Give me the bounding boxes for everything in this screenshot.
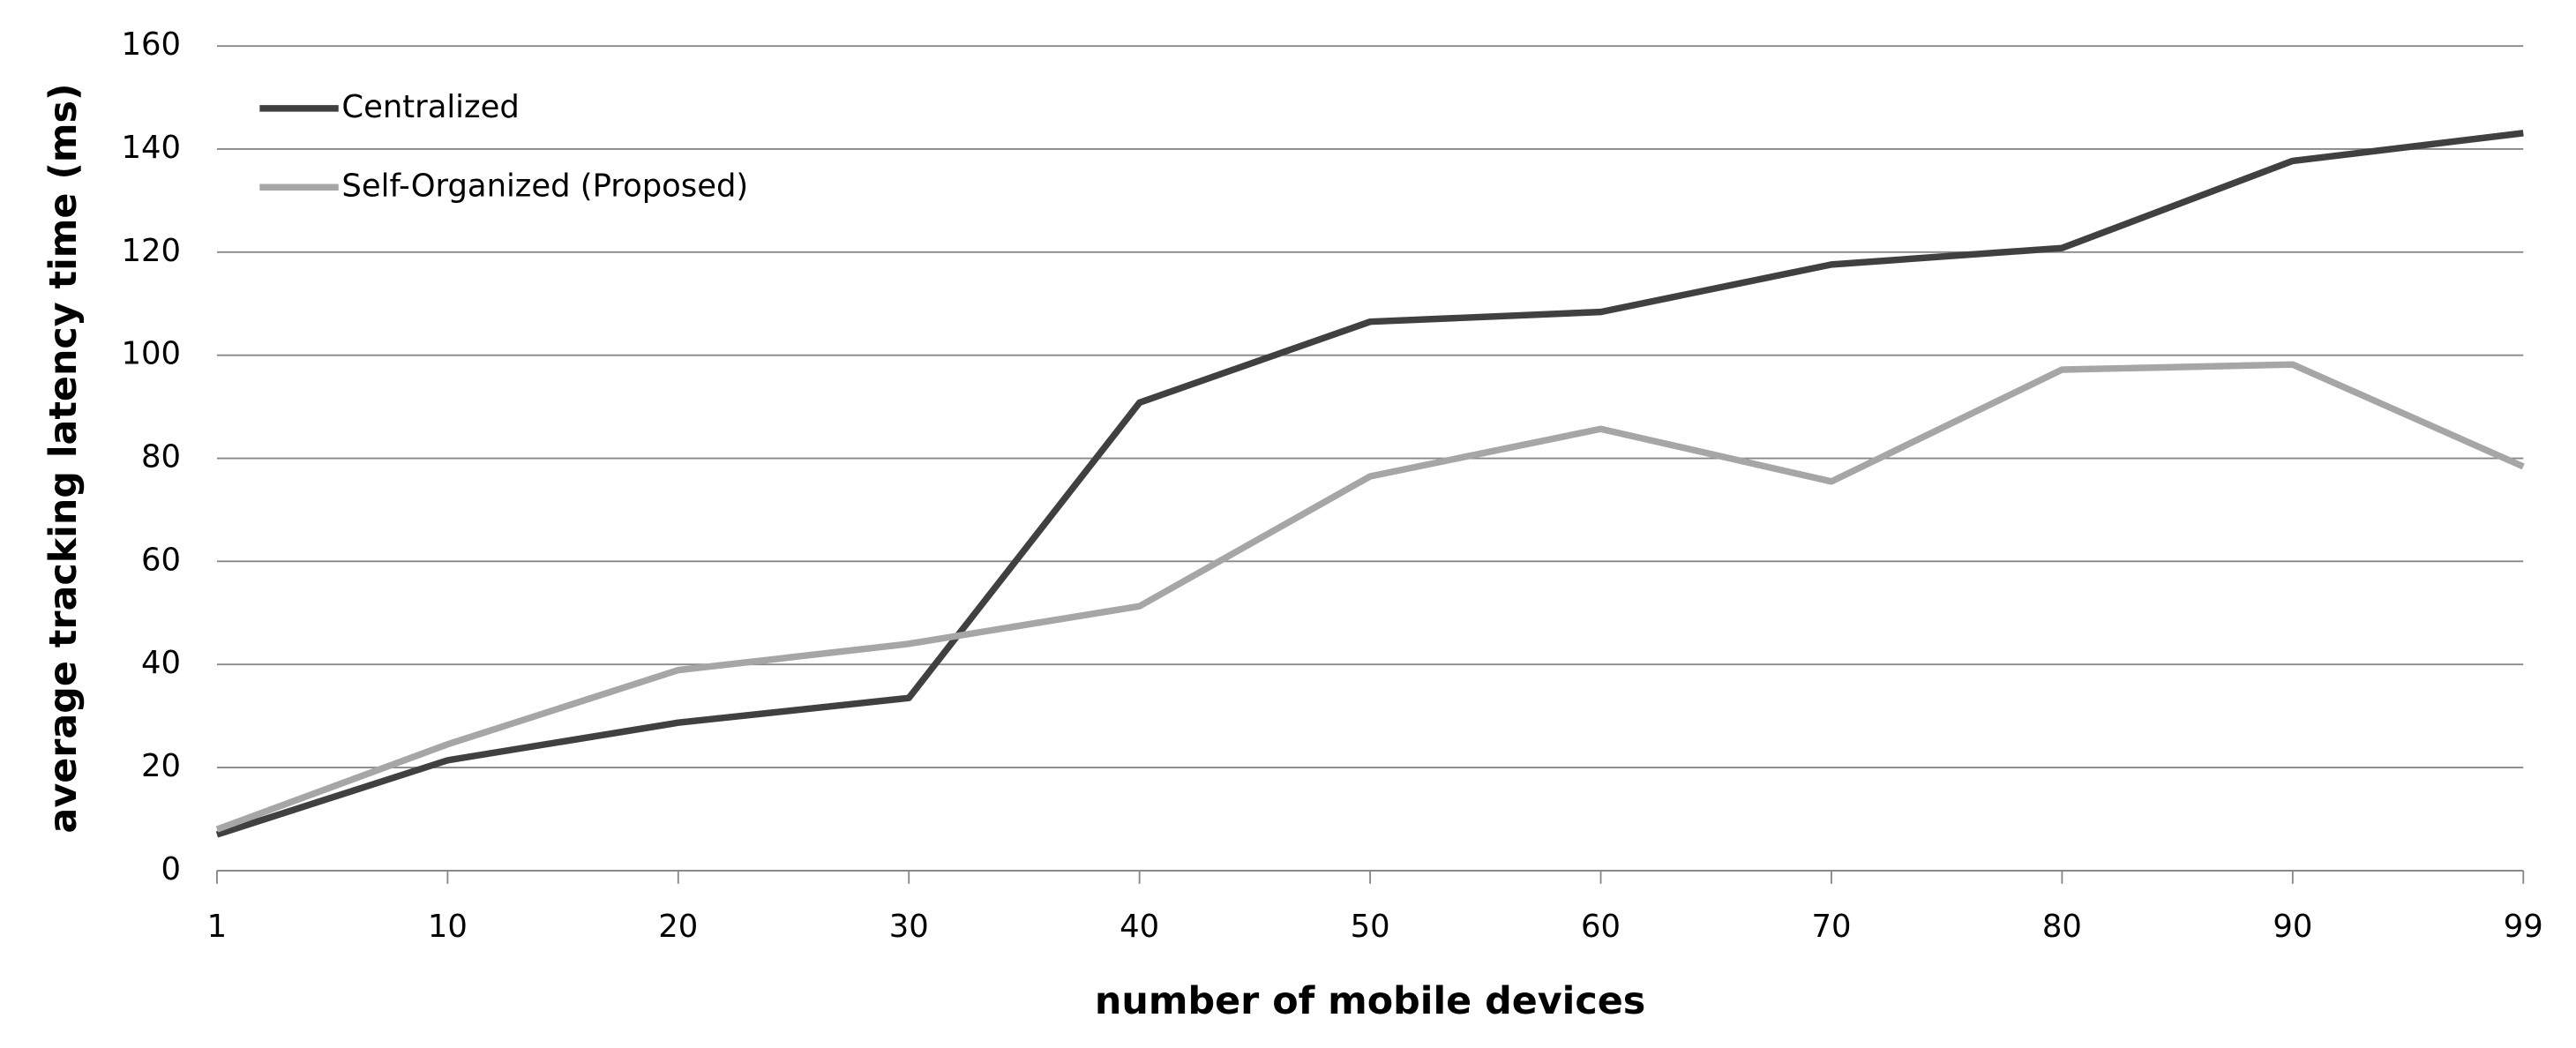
x-tick-label: 80	[2042, 909, 2082, 945]
y-tick-label: 0	[161, 851, 181, 887]
legend-label: Centralized	[341, 89, 519, 125]
x-tick-label: 30	[889, 909, 929, 945]
y-tick-label: 160	[121, 26, 181, 63]
y-tick-label: 20	[141, 748, 181, 784]
y-tick-label: 40	[141, 645, 181, 681]
legend-label: Self-Organized (Proposed)	[341, 168, 748, 204]
x-tick-label: 50	[1351, 909, 1390, 945]
y-tick-label: 60	[141, 542, 181, 578]
x-tick-label: 70	[1811, 909, 1851, 945]
y-tick-label: 100	[121, 336, 181, 372]
x-tick-label: 60	[1581, 909, 1621, 945]
x-axis-title: number of mobile devices	[1095, 979, 1645, 1023]
x-tick-label: 99	[2504, 909, 2543, 945]
y-tick-label: 80	[141, 439, 181, 475]
line-series	[215, 361, 2525, 833]
y-axis-title: average tracking latency time (ms)	[41, 83, 86, 833]
x-tick-label: 90	[2273, 909, 2312, 945]
y-tick-label: 120	[121, 233, 181, 269]
line-series	[215, 130, 2524, 838]
x-tick-label: 1	[207, 909, 227, 945]
x-tick-label: 20	[658, 909, 698, 945]
x-tick-label: 40	[1120, 909, 1159, 945]
y-tick-label: 140	[121, 130, 181, 166]
x-tick-label: 10	[428, 909, 468, 945]
